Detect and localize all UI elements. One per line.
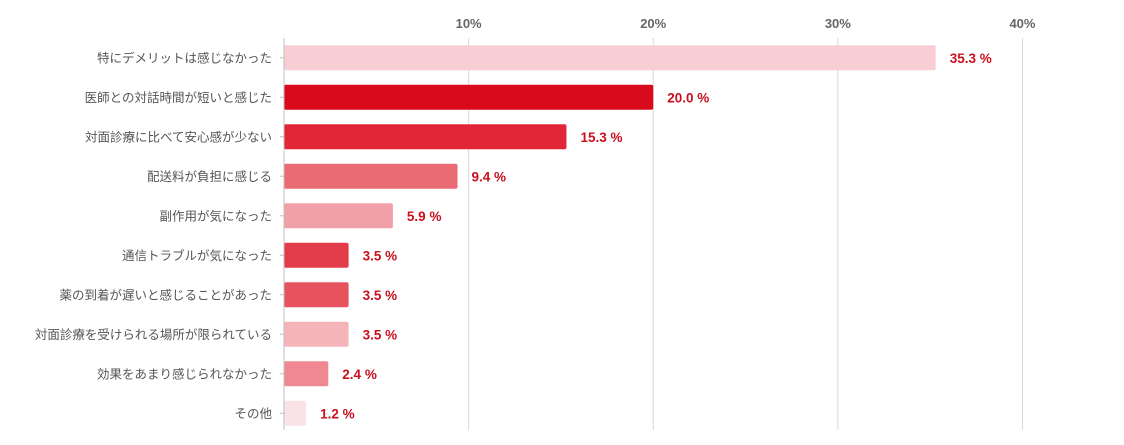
value-label: 35.3 % xyxy=(950,51,992,66)
bar xyxy=(284,361,329,387)
category-label: 副作用が気になった xyxy=(159,208,272,223)
value-label: 15.3 % xyxy=(580,130,622,145)
bar xyxy=(284,124,567,150)
category-label: 医師との対話時間が短いと感じた xyxy=(85,90,272,105)
bars xyxy=(284,45,936,426)
value-label: 3.5 % xyxy=(363,327,398,342)
value-label: 2.4 % xyxy=(342,367,377,382)
x-tick-label: 30% xyxy=(825,16,851,31)
value-label: 1.2 % xyxy=(320,406,355,421)
x-tick-label: 10% xyxy=(456,16,482,31)
bar xyxy=(284,321,349,347)
bar xyxy=(284,45,936,71)
category-label: 対面診療を受けられる場所が限られている xyxy=(35,327,272,342)
category-label: その他 xyxy=(234,406,272,421)
category-label: 通信トラブルが気になった xyxy=(122,248,272,263)
bar xyxy=(284,400,307,426)
category-label: 配送料が負担に感じる xyxy=(147,169,272,184)
category-label: 特にデメリットは感じなかった xyxy=(97,50,272,65)
x-axis-ticks: 10% 20% 30% 40% xyxy=(456,16,1036,31)
category-labels: 特にデメリットは感じなかった医師との対話時間が短いと感じた対面診療に比べて安心感… xyxy=(35,50,273,421)
bar xyxy=(284,203,393,229)
value-label: 3.5 % xyxy=(363,288,398,303)
bar xyxy=(284,163,458,189)
bar xyxy=(284,242,349,268)
value-label: 3.5 % xyxy=(363,248,398,263)
value-labels: 35.3 % 20.0 % 15.3 % 9.4 % 5.9 % 3.5 % 3.5 % 3.… xyxy=(320,51,992,422)
category-label: 薬の到着が遅いと感じることがあった xyxy=(59,287,272,302)
category-label: 対面診療に比べて安心感が少ない xyxy=(85,129,272,144)
x-tick-label: 20% xyxy=(640,16,666,31)
bar xyxy=(284,282,349,308)
category-label: 効果をあまり感じられなかった xyxy=(97,366,272,381)
bar xyxy=(284,84,654,110)
value-label: 5.9 % xyxy=(407,209,442,224)
x-tick-label: 40% xyxy=(1009,16,1035,31)
value-label: 20.0 % xyxy=(667,90,709,105)
value-label: 9.4 % xyxy=(472,169,507,184)
